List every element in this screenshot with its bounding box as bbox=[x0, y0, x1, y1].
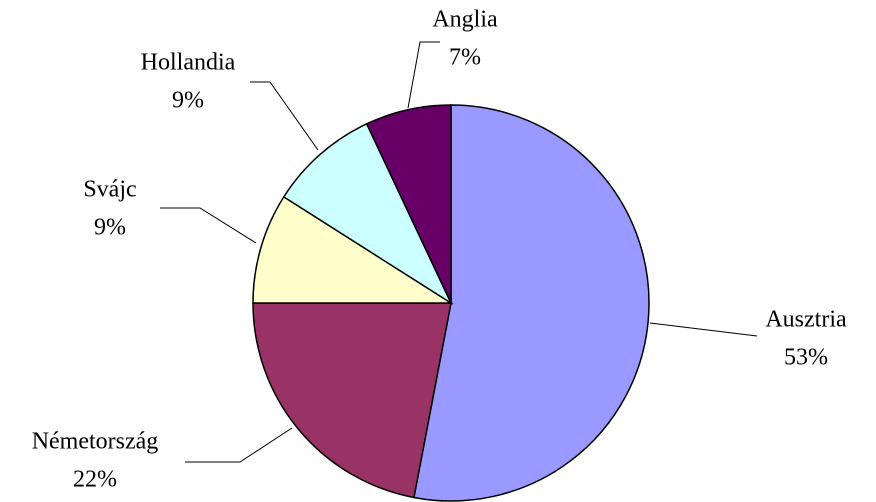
slice-value-label: 53% bbox=[784, 345, 828, 371]
slice-label: Ausztria bbox=[765, 307, 847, 333]
pie-slice bbox=[413, 104, 650, 502]
leader-line bbox=[185, 427, 293, 463]
slice-value-label: 22% bbox=[73, 467, 117, 493]
pie-slice bbox=[282, 122, 453, 306]
slice-value-label: 7% bbox=[449, 45, 481, 71]
slice-value-label: 9% bbox=[172, 88, 204, 114]
slice-value-label: 9% bbox=[94, 215, 126, 241]
slice-label: Hollandia bbox=[141, 50, 236, 76]
slice-label: Anglia bbox=[432, 7, 498, 33]
leader-line bbox=[649, 322, 758, 337]
pie-slice bbox=[252, 195, 454, 304]
leader-line bbox=[407, 41, 440, 109]
pie-slice bbox=[252, 302, 452, 499]
slice-label: Németország bbox=[32, 429, 159, 455]
slice-label: Svájc bbox=[83, 177, 136, 203]
leader-line bbox=[250, 81, 319, 151]
leader-line bbox=[160, 207, 257, 244]
pie-slice bbox=[365, 104, 452, 304]
